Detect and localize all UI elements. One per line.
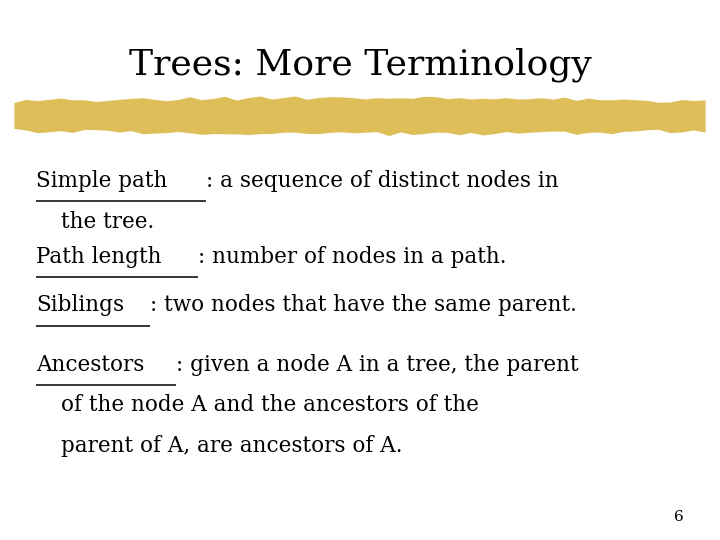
Text: Trees: More Terminology: Trees: More Terminology — [129, 48, 591, 82]
Text: parent of A, are ancestors of A.: parent of A, are ancestors of A. — [61, 435, 402, 457]
Text: : two nodes that have the same parent.: : two nodes that have the same parent. — [150, 294, 577, 316]
Text: Simple path: Simple path — [36, 170, 167, 192]
Text: Path length: Path length — [36, 246, 161, 268]
Text: : a sequence of distinct nodes in: : a sequence of distinct nodes in — [205, 170, 558, 192]
Text: : number of nodes in a path.: : number of nodes in a path. — [198, 246, 506, 268]
Text: : given a node A in a tree, the parent: : given a node A in a tree, the parent — [176, 354, 578, 376]
Text: 6: 6 — [674, 510, 684, 524]
Text: Ancestors: Ancestors — [36, 354, 145, 376]
Text: Siblings: Siblings — [36, 294, 124, 316]
Polygon shape — [14, 97, 706, 136]
Text: of the node A and the ancestors of the: of the node A and the ancestors of the — [61, 394, 479, 416]
Text: the tree.: the tree. — [61, 211, 155, 233]
